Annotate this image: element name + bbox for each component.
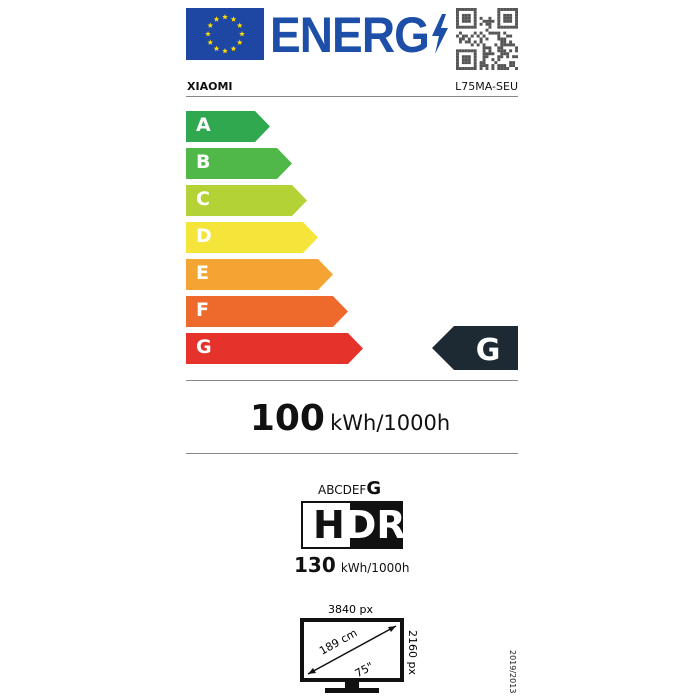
- hdr-value: 130: [294, 553, 336, 577]
- star-icon: [230, 45, 237, 52]
- hdr-class: G: [366, 478, 382, 499]
- model-id: L75MA-SEU: [455, 80, 518, 93]
- selected-class-arrow: G: [432, 326, 518, 370]
- diagonal-in: 75": [353, 660, 376, 681]
- energy-class-bar-c: C: [186, 185, 307, 216]
- tv-icon: 189 cm 75": [300, 618, 404, 693]
- energy-class-bar-a: A: [186, 111, 270, 142]
- star-icon: [236, 39, 243, 45]
- regulation-number: 2019/2013: [508, 650, 517, 694]
- energy-class-label: C: [196, 188, 210, 210]
- hdr-h: H: [313, 503, 345, 547]
- lightning-bolt-icon: [432, 14, 448, 54]
- sdr-consumption: 100 kWh/1000h: [0, 398, 700, 439]
- qr-code-icon: [456, 8, 518, 70]
- energy-class-bar-g: G: [186, 333, 363, 364]
- energy-class-bar-f: F: [186, 296, 348, 327]
- screen-width-px: 3840 px: [328, 603, 373, 616]
- star-icon: [222, 48, 228, 54]
- sdr-unit: kWh/1000h: [330, 411, 451, 435]
- energy-class-label: E: [196, 262, 209, 284]
- screen-height-px: 2160 px: [406, 630, 419, 675]
- hdr-class-prefix: ABCDEF: [318, 483, 367, 497]
- star-icon: [236, 22, 243, 28]
- hdr-d: D: [344, 503, 377, 547]
- diagonal-cm: 189 cm: [317, 626, 359, 657]
- energy-class-label: F: [196, 299, 209, 321]
- hdr-consumption: 130 kWh/1000h: [294, 553, 409, 577]
- divider: [186, 380, 518, 381]
- energy-class-label: G: [196, 336, 212, 358]
- star-icon: [213, 45, 220, 52]
- star-icon: [230, 16, 237, 22]
- star-icon: [222, 14, 228, 20]
- hdr-unit: kWh/1000h: [340, 561, 410, 575]
- star-icon: [213, 16, 220, 22]
- energy-class-bar-e: E: [186, 259, 333, 290]
- divider: [186, 96, 518, 97]
- brand-name: XIAOMI: [187, 80, 233, 93]
- selected-class-label: G: [476, 333, 501, 368]
- energy-logo-text: ENERG: [270, 7, 430, 63]
- star-icon: [207, 39, 214, 45]
- divider: [186, 453, 518, 454]
- eu-flag-icon: [186, 8, 264, 60]
- energy-class-label: B: [196, 151, 211, 173]
- hdr-class-scale: ABCDEFG: [318, 478, 381, 499]
- hdr-r: R: [376, 503, 406, 547]
- energy-class-bar-d: D: [186, 222, 318, 253]
- star-icon: [205, 31, 211, 37]
- energy-class-label: D: [196, 225, 212, 247]
- star-icon: [239, 31, 245, 37]
- star-icon: [207, 22, 214, 28]
- sdr-value: 100: [249, 398, 325, 439]
- energy-class-label: A: [196, 114, 211, 136]
- energy-class-bar-b: B: [186, 148, 292, 179]
